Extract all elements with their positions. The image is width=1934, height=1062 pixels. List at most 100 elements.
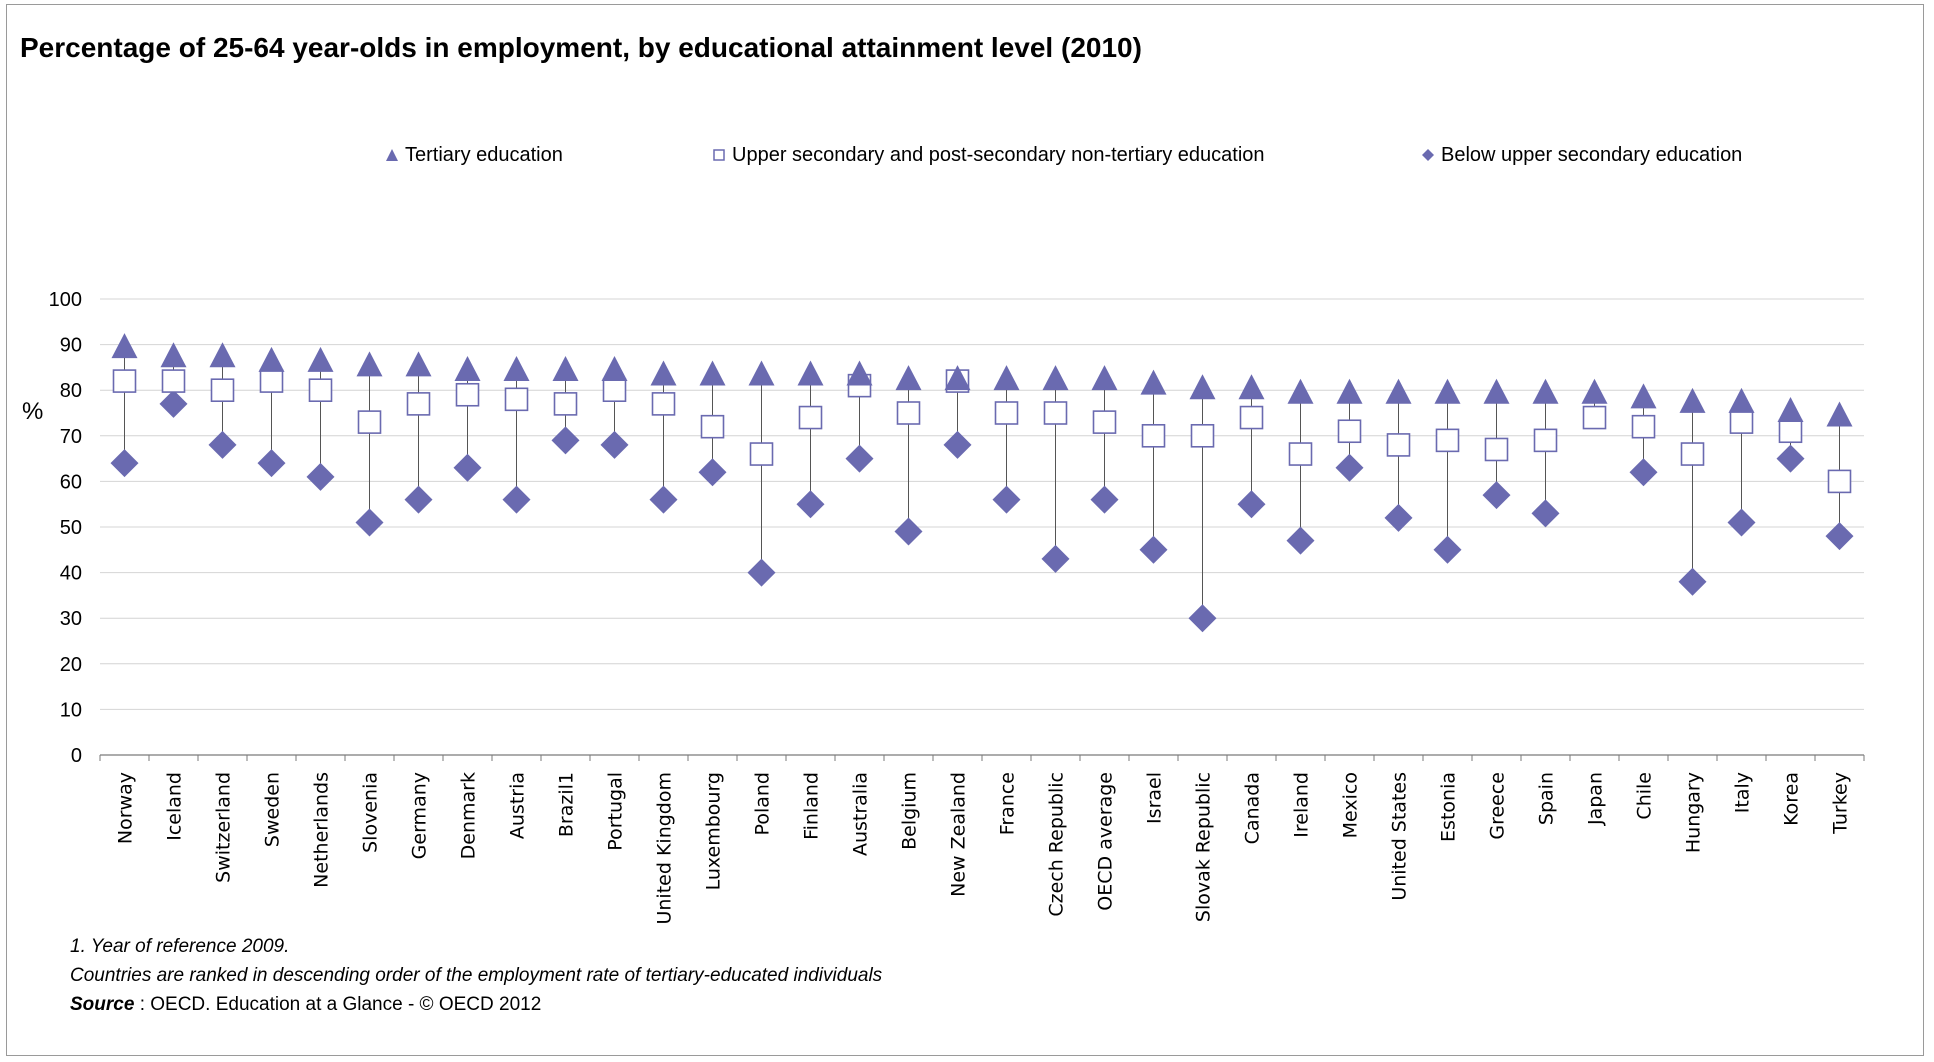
marker-tertiary xyxy=(797,360,824,386)
marker-tertiary xyxy=(1777,397,1804,422)
marker-upper-secondary xyxy=(210,378,235,403)
x-tick-label: Denmark xyxy=(458,772,480,859)
x-tick-label: United Kingdom xyxy=(654,772,676,925)
marker-below-upper-secondary xyxy=(649,485,678,514)
x-tick-label: Turkey xyxy=(1830,772,1852,835)
marker-upper-secondary xyxy=(1435,428,1460,453)
marker-upper-secondary xyxy=(798,405,823,430)
marker-below-upper-secondary xyxy=(1335,453,1364,482)
marker-tertiary xyxy=(895,365,922,391)
marker-below-upper-secondary xyxy=(1237,490,1266,519)
marker-below-upper-secondary xyxy=(1188,604,1217,633)
marker-tertiary xyxy=(1385,378,1412,404)
marker-tertiary xyxy=(503,355,530,381)
x-tick-label: Switzerland xyxy=(213,772,235,883)
source-text: : OECD. Education at a Glance - © OECD 2… xyxy=(134,994,542,1015)
diamond-icon xyxy=(1422,149,1434,161)
marker-below-upper-secondary xyxy=(1433,535,1462,564)
marker-below-upper-secondary xyxy=(1531,499,1560,528)
triangle-icon xyxy=(386,149,398,161)
marker-below-upper-secondary xyxy=(600,430,629,459)
marker-tertiary xyxy=(1091,365,1118,391)
marker-below-upper-secondary xyxy=(1678,567,1707,596)
marker-below-upper-secondary xyxy=(404,485,433,514)
marker-upper-secondary xyxy=(308,378,333,403)
marker-tertiary xyxy=(209,342,236,368)
marker-tertiary xyxy=(1630,383,1657,409)
marker-below-upper-secondary xyxy=(1041,544,1070,573)
marker-upper-secondary xyxy=(1141,423,1166,448)
marker-tertiary xyxy=(1189,374,1216,400)
marker-tertiary xyxy=(552,355,579,381)
x-tick-label: Israel xyxy=(1144,772,1166,824)
x-tick-label: United States xyxy=(1389,772,1411,901)
x-tick-label: Netherlands xyxy=(311,772,333,888)
marker-upper-secondary xyxy=(1729,410,1754,434)
marker-upper-secondary xyxy=(651,392,676,416)
x-tick-label: New Zealand xyxy=(948,772,970,897)
marker-upper-secondary xyxy=(1288,442,1313,466)
marker-below-upper-secondary xyxy=(355,508,384,537)
marker-below-upper-secondary xyxy=(1776,444,1805,473)
y-axis-unit-label: % xyxy=(22,398,44,425)
marker-tertiary xyxy=(1434,378,1461,404)
marker-tertiary xyxy=(307,346,334,372)
marker-below-upper-secondary xyxy=(502,485,531,514)
x-tick-label: Estonia xyxy=(1438,772,1460,842)
x-tick-label: Norway xyxy=(115,772,137,844)
marker-below-upper-secondary xyxy=(1727,508,1756,537)
y-tick-label: 60 xyxy=(60,471,82,493)
marker-tertiary xyxy=(1728,387,1755,413)
marker-tertiary xyxy=(993,365,1020,391)
marker-tertiary xyxy=(258,346,285,372)
marker-below-upper-secondary xyxy=(551,426,580,455)
marker-upper-secondary xyxy=(1533,428,1558,453)
legend-label-below-upper-secondary: Below upper secondary education xyxy=(1441,143,1743,166)
marker-below-upper-secondary xyxy=(1384,503,1413,532)
marker-tertiary xyxy=(601,355,628,381)
marker-below-upper-secondary xyxy=(747,558,776,587)
y-tick-label: 30 xyxy=(60,608,82,630)
y-tick-label: 70 xyxy=(60,426,82,448)
marker-tertiary xyxy=(160,342,187,368)
source-label: Source xyxy=(70,994,135,1015)
x-tick-label: Slovenia xyxy=(360,772,382,853)
marker-tertiary xyxy=(1042,365,1069,391)
marker-tertiary xyxy=(356,351,383,377)
x-tick-label: Ireland xyxy=(1291,772,1313,838)
x-tick-label: Greece xyxy=(1487,772,1509,840)
marker-tertiary xyxy=(405,351,432,377)
y-tick-label: 50 xyxy=(60,517,82,539)
y-tick-label: 80 xyxy=(60,380,82,402)
x-tick-label: Czech Republic xyxy=(1046,772,1068,917)
marker-upper-secondary xyxy=(994,401,1019,425)
marker-upper-secondary xyxy=(161,369,186,393)
marker-below-upper-secondary xyxy=(698,458,727,487)
marker-below-upper-secondary xyxy=(1629,458,1658,487)
marker-upper-secondary xyxy=(1337,419,1362,444)
x-tick-label: Poland xyxy=(752,772,774,835)
marker-upper-secondary xyxy=(259,369,284,393)
marker-below-upper-secondary xyxy=(453,453,482,482)
x-tick-label: Japan xyxy=(1585,772,1607,826)
x-tick-label: Luxembourg xyxy=(703,772,725,890)
x-tick-label: Germany xyxy=(409,772,431,859)
legend-label-tertiary: Tertiary education xyxy=(405,143,563,166)
x-tick-label: Canada xyxy=(1242,772,1264,844)
x-tick-label: Mexico xyxy=(1340,772,1362,838)
marker-tertiary xyxy=(846,360,873,386)
marker-upper-secondary xyxy=(504,387,529,412)
marker-upper-secondary xyxy=(357,410,382,434)
marker-tertiary xyxy=(1679,387,1706,413)
legend-label-upper-secondary: Upper secondary and post-secondary non-t… xyxy=(732,143,1265,166)
y-tick-label: 90 xyxy=(60,335,82,357)
x-tick-label: Sweden xyxy=(262,772,284,847)
marker-upper-secondary xyxy=(1386,433,1411,457)
marker-upper-secondary xyxy=(896,401,921,425)
marker-tertiary xyxy=(1140,369,1167,395)
open-square-icon xyxy=(713,149,725,161)
x-tick-label: Spain xyxy=(1536,772,1558,825)
marker-below-upper-secondary xyxy=(208,430,237,459)
marker-tertiary xyxy=(1483,378,1510,404)
